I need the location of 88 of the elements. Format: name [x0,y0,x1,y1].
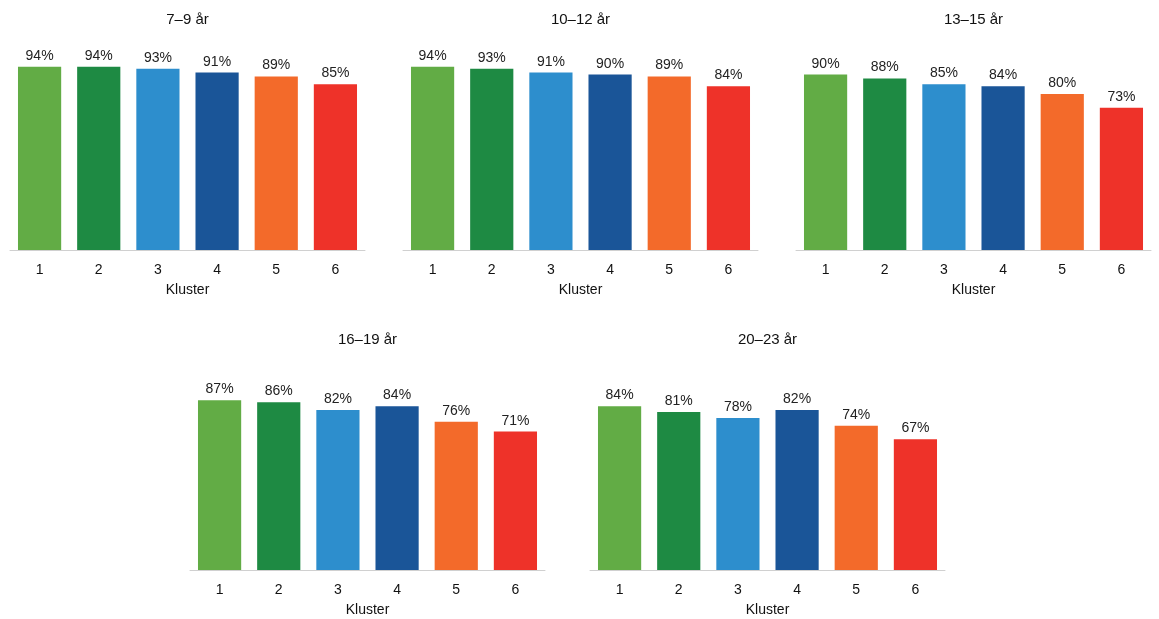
data-label: 71% [501,411,530,428]
x-tick-label: 3 [734,581,743,597]
x-tick-label: 5 [272,261,281,277]
data-label: 67% [901,419,930,436]
x-tick-label: 4 [793,581,802,597]
x-tick-label: 3 [940,261,949,277]
x-axis-title: Kluster [745,601,790,617]
x-tick-label: 3 [547,261,556,277]
bar [775,410,819,570]
bar [493,431,538,570]
bar [434,421,478,570]
data-label: 80% [1048,74,1077,90]
data-label: 86% [264,382,293,399]
data-label: 94% [84,46,113,63]
data-label: 93% [143,48,172,65]
data-label: 87% [205,380,234,397]
data-label: 84% [383,386,412,403]
data-label: 84% [989,66,1018,83]
bar [257,402,301,570]
x-tick-label: 2 [94,261,103,277]
data-label: 74% [842,405,871,422]
x-tick-label: 4 [213,261,222,277]
data-label: 84% [714,66,743,83]
chart-title: 7–9 år [166,10,209,27]
x-tick-label: 3 [154,261,163,277]
bar [597,406,642,570]
bar [981,86,1025,250]
data-label: 84% [605,386,634,403]
bar [197,400,242,570]
x-tick-label: 1 [615,581,624,597]
bar [922,84,966,250]
chart-title: 16–19 år [337,330,398,347]
x-tick-label: 2 [487,261,496,277]
data-label: 90% [811,54,840,71]
data-label: 89% [262,56,291,73]
data-label: 91% [203,52,232,69]
x-tick-label: 2 [674,581,683,597]
x-tick-label: 6 [724,261,733,277]
x-tick-label: 3 [334,581,343,597]
x-tick-label: 2 [880,261,889,277]
data-label: 85% [929,64,958,81]
bar [716,417,760,570]
data-label: 94% [25,46,54,63]
bar [657,412,701,570]
x-axis-title: Kluster [345,601,390,617]
bar [1099,107,1144,250]
chart-title: 13–15 år [943,10,1004,27]
x-tick-label: 5 [1058,261,1067,277]
x-tick-label: 6 [511,581,520,597]
x-tick-label: 4 [393,581,402,597]
x-axis-title: Kluster [165,281,210,297]
data-label: 93% [477,48,506,65]
data-label: 73% [1107,87,1136,104]
bar [893,439,938,570]
x-tick-label: 1 [35,261,44,277]
x-tick-label: 1 [428,261,437,277]
x-tick-label: 4 [999,261,1008,277]
x-tick-label: 4 [606,261,615,277]
data-label: 91% [536,52,565,69]
data-label: 76% [442,401,471,418]
data-label: 78% [723,397,752,414]
data-label: 85% [321,64,350,81]
x-tick-label: 6 [1117,261,1126,277]
x-tick-label: 1 [215,581,224,597]
x-tick-label: 2 [274,581,283,597]
x-tick-label: 5 [852,581,861,597]
x-tick-label: 6 [911,581,920,597]
data-label: 82% [783,390,812,407]
x-axis-title: Kluster [951,281,996,297]
bar [834,425,878,570]
data-label: 82% [323,390,352,407]
x-tick-label: 6 [331,261,340,277]
chart-title: 20–23 år [737,330,798,347]
bar [375,406,419,570]
bar [863,78,907,250]
x-axis-title: Kluster [558,281,603,297]
x-tick-label: 5 [452,581,461,597]
chart-title: 10–12 år [550,10,611,27]
bar [803,74,848,250]
x-tick-label: 1 [821,261,830,277]
x-tick-label: 5 [665,261,674,277]
data-label: 94% [418,46,447,63]
data-label: 81% [664,392,693,409]
data-label: 89% [655,56,684,73]
data-label: 88% [870,58,899,75]
data-label: 90% [596,54,625,71]
bar [1040,94,1084,250]
bar [316,410,360,570]
